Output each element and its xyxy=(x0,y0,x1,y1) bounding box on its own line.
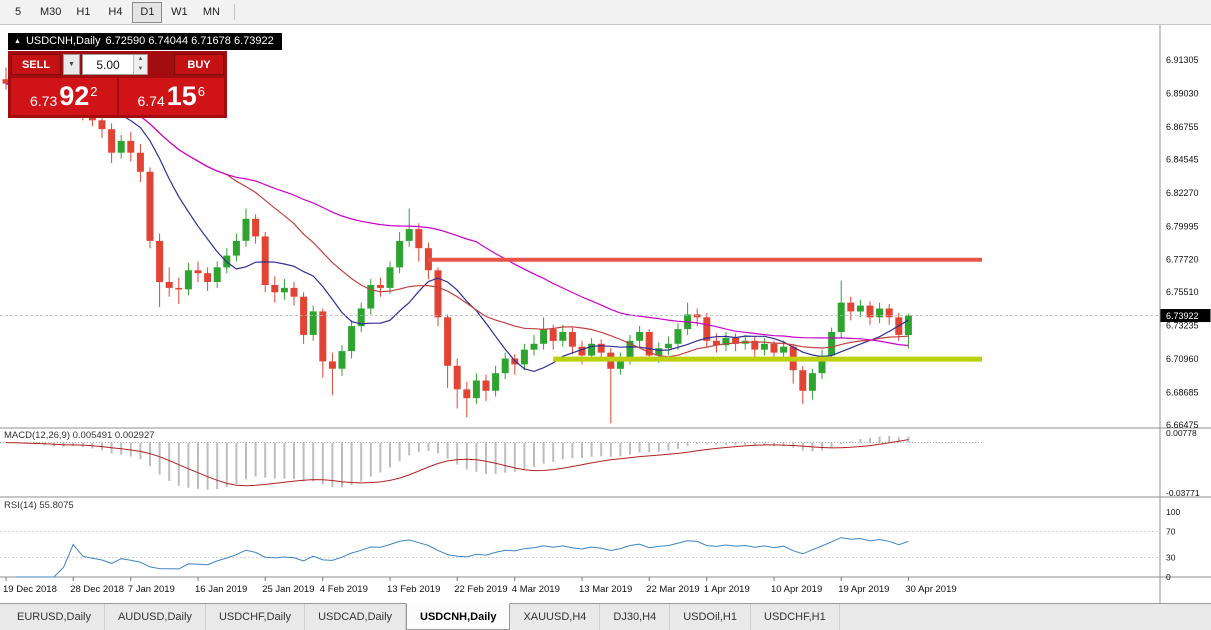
tab-dj30-h4[interactable]: DJ30,H4 xyxy=(600,604,671,630)
volume-spin-up-icon[interactable]: ▲ xyxy=(134,55,147,65)
macd-histogram xyxy=(5,436,910,490)
price-chart[interactable]: 6.91305 6.89030 6.86755 6.84545 6.82270 6.799… xyxy=(0,25,1211,603)
svg-text:6.75510: 6.75510 xyxy=(1166,287,1199,297)
svg-text:6.91305: 6.91305 xyxy=(1166,55,1199,65)
timeframe-button-h1[interactable]: H1 xyxy=(76,5,91,18)
svg-text:6.79995: 6.79995 xyxy=(1166,221,1199,231)
tab-usdchf-h1[interactable]: USDCHF,H1 xyxy=(751,604,840,630)
svg-text:4 Mar 2019: 4 Mar 2019 xyxy=(512,584,560,595)
sell-price-tile[interactable]: 6.73 92 2 xyxy=(11,78,117,115)
timeframe-button-m5[interactable]: 5 xyxy=(14,5,22,18)
buy-button[interactable]: BUY xyxy=(174,54,224,75)
svg-text:22 Feb 2019: 22 Feb 2019 xyxy=(454,584,507,595)
svg-text:25 Jan 2019: 25 Jan 2019 xyxy=(262,584,314,595)
svg-text:28 Dec 2018: 28 Dec 2018 xyxy=(70,584,124,595)
svg-text:13 Feb 2019: 13 Feb 2019 xyxy=(387,584,440,595)
svg-text:30 Apr 2019: 30 Apr 2019 xyxy=(905,584,956,595)
svg-text:RSI(14) 55.8075: RSI(14) 55.8075 xyxy=(4,500,74,511)
tab-usdcnh-daily[interactable]: USDCNH,Daily xyxy=(406,603,511,630)
svg-text:16 Jan 2019: 16 Jan 2019 xyxy=(195,584,247,595)
svg-text:7 Jan 2019: 7 Jan 2019 xyxy=(128,584,175,595)
symbol-tab-bar: EURUSD,Daily AUDUSD,Daily USDCHF,Daily U… xyxy=(0,603,1211,630)
tab-usdoil-h1[interactable]: USDOil,H1 xyxy=(670,604,751,630)
timeframe-button-w1[interactable]: W1 xyxy=(171,5,188,18)
svg-text:6.68685: 6.68685 xyxy=(1166,388,1199,398)
timeframe-button-mn[interactable]: MN xyxy=(202,5,220,18)
timeframe-button-h4[interactable]: H4 xyxy=(108,5,123,18)
volume-spin-buttons: ▲ ▼ xyxy=(133,55,147,74)
sell-price-point: 2 xyxy=(90,83,98,99)
tab-xauusd-h4[interactable]: XAUUSD,H4 xyxy=(510,604,601,630)
timeframe-button-d1[interactable]: D1 xyxy=(132,1,163,23)
chart-ohlc-values: 6.72590 6.74044 6.71678 6.73922 xyxy=(105,35,274,47)
svg-text:22 Mar 2019: 22 Mar 2019 xyxy=(646,584,699,595)
bid-price: 6.73922 xyxy=(0,309,1211,323)
timeframe-toolbar: 5 M30 H1 H4 D1 W1 MN xyxy=(0,0,1211,25)
date-axis: 19 Dec 2018 28 Dec 2018 7 Jan 2019 16 Jan 2… xyxy=(3,577,957,595)
tab-audusd-daily[interactable]: AUDUSD,Daily xyxy=(105,604,206,630)
ma-line-10 xyxy=(5,83,909,373)
svg-text:6.66475: 6.66475 xyxy=(1166,420,1199,430)
svg-text:0.00778: 0.00778 xyxy=(1166,428,1197,438)
buy-price-tile[interactable]: 6.74 15 6 xyxy=(118,78,224,115)
tab-usdchf-daily[interactable]: USDCHF,Daily xyxy=(206,604,306,630)
svg-text:19 Apr 2019: 19 Apr 2019 xyxy=(838,584,889,595)
sell-button[interactable]: SELL xyxy=(11,54,61,75)
svg-text:6.84545: 6.84545 xyxy=(1166,154,1199,164)
svg-text:4 Feb 2019: 4 Feb 2019 xyxy=(320,584,368,595)
toolbar-separator xyxy=(234,4,236,20)
collapse-chart-icon[interactable]: ▲ xyxy=(14,37,21,45)
svg-text:1 Apr 2019: 1 Apr 2019 xyxy=(704,584,750,595)
svg-text:10 Apr 2019: 10 Apr 2019 xyxy=(771,584,822,595)
svg-text:6.82270: 6.82270 xyxy=(1166,188,1199,198)
svg-text:6.73922: 6.73922 xyxy=(1166,311,1199,321)
candles-layer xyxy=(2,67,912,424)
svg-text:6.77720: 6.77720 xyxy=(1166,255,1199,265)
svg-text:30: 30 xyxy=(1166,553,1176,563)
svg-text:6.70960: 6.70960 xyxy=(1166,354,1199,364)
tab-eurusd-daily[interactable]: EURUSD,Daily xyxy=(4,604,105,630)
volume-spinner: ▲ ▼ xyxy=(82,54,148,75)
timeframe-button-m30[interactable]: M30 xyxy=(40,5,62,18)
volume-dropdown-icon[interactable]: ▼ xyxy=(63,54,80,75)
current-price-badge xyxy=(1160,309,1211,323)
sell-price-pips: 92 xyxy=(59,81,90,111)
buy-price-prefix: 6.74 xyxy=(137,93,165,109)
svg-text:6.73235: 6.73235 xyxy=(1166,321,1199,331)
svg-text:19 Dec 2018: 19 Dec 2018 xyxy=(3,584,57,595)
svg-text:-0.03771: -0.03771 xyxy=(1166,488,1200,498)
svg-text:6.89030: 6.89030 xyxy=(1166,88,1199,98)
svg-text:MACD(12,26,9) 0.005491 0.00292: MACD(12,26,9) 0.005491 0.002927 xyxy=(4,430,155,441)
svg-text:6.86755: 6.86755 xyxy=(1166,122,1199,132)
rsi-line xyxy=(15,537,909,578)
svg-text:13 Mar 2019: 13 Mar 2019 xyxy=(579,584,632,595)
one-click-trading-panel: SELL ▼ ▲ ▼ BUY 6.73 92 2 6.74 15 6 xyxy=(8,51,227,118)
buy-price-point: 6 xyxy=(197,83,206,99)
panel-separators xyxy=(0,25,1211,603)
chart-ohlc-header: ▲ USDCNH,Daily 6.72590 6.74044 6.71678 6… xyxy=(8,33,282,50)
svg-text:70: 70 xyxy=(1166,527,1176,537)
price-scale: 6.91305 6.89030 6.86755 6.84545 6.82270 6.799… xyxy=(1166,55,1199,430)
chart-symbol-label: USDCNH,Daily xyxy=(25,35,101,47)
sell-price-prefix: 6.73 xyxy=(29,93,58,109)
macd-labels: MACD(12,26,9) 0.005491 0.002927 0.00778 -0… xyxy=(4,428,1200,498)
buy-price-pips: 15 xyxy=(166,81,197,111)
rsi-labels: RSI(14) 55.8075 100 70 30 0 xyxy=(4,500,1180,582)
svg-text:0: 0 xyxy=(1166,572,1171,582)
macd-signal-line xyxy=(5,439,909,487)
trend-lines xyxy=(428,257,982,362)
rsi-levels xyxy=(0,531,1160,558)
volume-spin-down-icon[interactable]: ▼ xyxy=(134,64,147,74)
tab-usdcad-daily[interactable]: USDCAD,Daily xyxy=(305,604,407,630)
ma-line-50 xyxy=(5,83,909,347)
svg-text:100: 100 xyxy=(1166,507,1180,517)
volume-input[interactable] xyxy=(83,55,133,74)
